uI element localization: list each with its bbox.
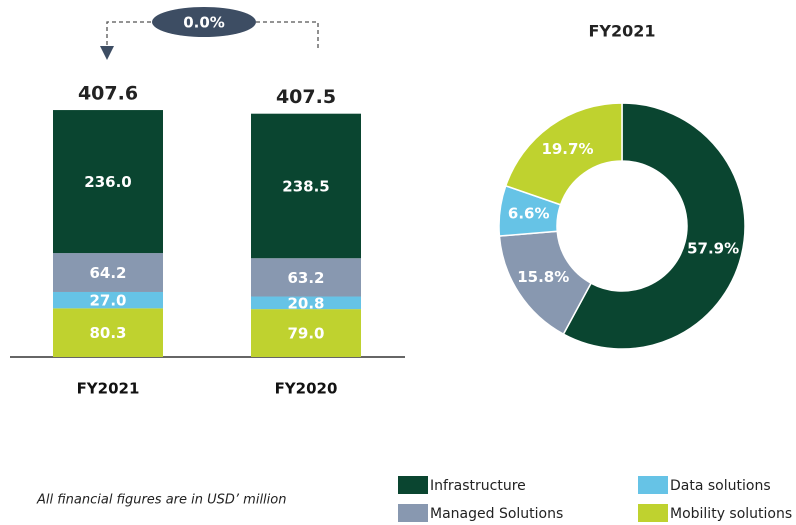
annotation-bubble xyxy=(152,7,256,37)
bar-value-label: 79.0 xyxy=(287,325,324,343)
arrow-head xyxy=(100,46,114,60)
legend-swatch xyxy=(398,504,428,522)
legend-swatch xyxy=(638,504,668,522)
legend-label: Data solutions xyxy=(670,478,771,494)
legend-label: Mobility solutions xyxy=(670,506,792,522)
donut-slice xyxy=(504,102,623,206)
legend-label: Infrastructure xyxy=(430,478,526,494)
bar-value-label: 63.2 xyxy=(287,269,324,287)
bar-value-label: 27.0 xyxy=(89,292,126,310)
slice-label: 6.6% xyxy=(508,205,550,223)
legend-swatch xyxy=(638,476,668,494)
slice-label: 19.7% xyxy=(541,140,593,158)
bar-segment xyxy=(251,258,361,297)
bar-segment xyxy=(53,253,163,292)
connector xyxy=(106,21,319,50)
bar-segment xyxy=(251,309,361,357)
footnote: All financial figures are in USD’ millio… xyxy=(36,493,286,508)
bar-segment xyxy=(53,308,163,357)
bar-value-label: 64.2 xyxy=(89,264,126,282)
bar-segment xyxy=(251,113,361,259)
bar-value-label: 20.8 xyxy=(287,294,324,312)
annotation-text: 0.0% xyxy=(183,14,225,32)
bar-total-label: 407.6 xyxy=(78,83,138,105)
legend-swatch xyxy=(398,476,428,494)
legend-label: Managed Solutions xyxy=(430,506,563,522)
change-annotation: 0.0% xyxy=(100,7,319,60)
bar-value-label: 238.5 xyxy=(282,177,329,195)
slice-label: 15.8% xyxy=(517,268,569,286)
bar-value-label: 236.0 xyxy=(84,173,131,191)
bar-segment xyxy=(53,291,163,309)
donut-slice xyxy=(562,102,746,350)
slice-label: 57.9% xyxy=(687,240,739,258)
x-tick-label: FY2020 xyxy=(275,380,338,398)
pie-title: FY2021 xyxy=(588,22,655,41)
bar-value-label: 80.3 xyxy=(89,324,126,342)
bar-segment xyxy=(53,110,163,254)
bar-total-label: 407.5 xyxy=(276,86,336,108)
x-tick-label: FY2021 xyxy=(77,380,140,398)
bar-segment xyxy=(251,296,361,310)
